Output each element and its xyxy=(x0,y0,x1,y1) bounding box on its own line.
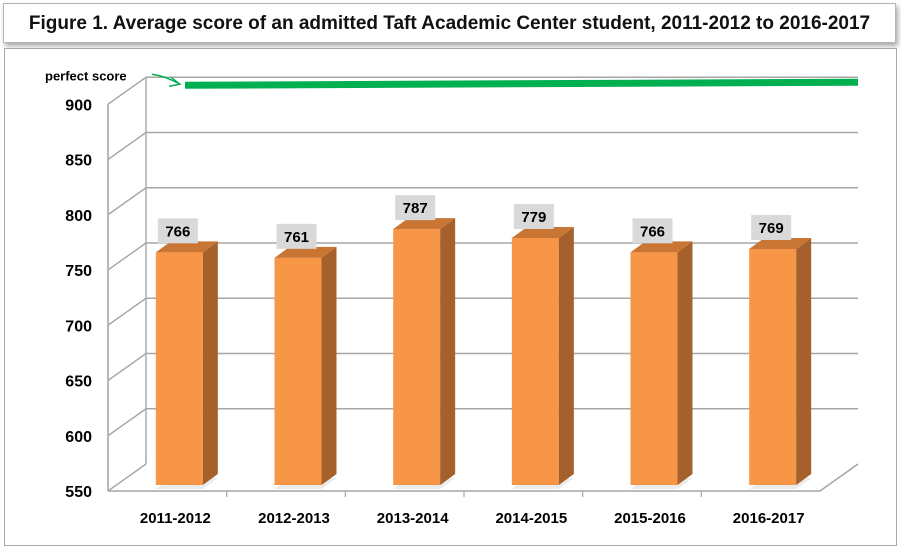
bar xyxy=(274,257,322,485)
data-label: 766 xyxy=(165,223,190,240)
floor-edge xyxy=(108,463,859,492)
bar xyxy=(511,237,559,485)
bar-top xyxy=(274,246,337,258)
gridline xyxy=(107,131,858,161)
data-label-box xyxy=(157,218,198,244)
y-tick-label: 650 xyxy=(65,374,92,391)
bar-top xyxy=(749,238,812,250)
y-tick-label: 600 xyxy=(65,429,92,446)
data-label-box xyxy=(395,195,436,221)
gridline xyxy=(107,408,858,437)
y-tick-label: 750 xyxy=(65,263,92,280)
gridlines xyxy=(107,76,859,497)
data-label: 779 xyxy=(521,209,546,226)
bar-side xyxy=(677,241,693,485)
x-category-label: 2016-2017 xyxy=(733,510,805,527)
reference-line-group: perfect score xyxy=(45,68,859,89)
chart-title: Figure 1. Average score of an admitted T… xyxy=(28,13,871,34)
data-label: 766 xyxy=(640,223,665,240)
y-tick-label: 850 xyxy=(65,153,92,170)
bar xyxy=(630,252,678,485)
reference-label: perfect score xyxy=(45,68,127,83)
x-category-label: 2013-2014 xyxy=(377,510,449,527)
data-labels: 766 761 787 779 766 769 xyxy=(157,195,792,249)
x-category-label: 2011-2012 xyxy=(140,510,211,527)
bar xyxy=(749,249,797,485)
y-tick-label: 700 xyxy=(65,318,92,335)
reference-arrow xyxy=(151,73,181,85)
data-label-box xyxy=(276,223,317,249)
bars xyxy=(155,218,812,489)
bar xyxy=(393,229,441,485)
data-label-box xyxy=(632,218,673,244)
data-label-box xyxy=(751,215,792,241)
category-labels: 2011-2012 2012-2013 2013-2014 2014-2015 2015… xyxy=(140,510,805,527)
reference-arrowhead xyxy=(168,76,182,87)
data-label: 761 xyxy=(284,229,309,246)
gridline xyxy=(107,352,858,382)
gridline xyxy=(107,297,858,326)
data-label: 769 xyxy=(759,220,784,237)
y-tick-label: 800 xyxy=(65,208,92,225)
bar-top xyxy=(630,241,693,253)
bar-side xyxy=(440,218,456,486)
bar-side xyxy=(796,238,812,485)
x-category-label: 2014-2015 xyxy=(495,510,567,527)
y-tick-label: 550 xyxy=(65,484,92,501)
bar-side xyxy=(202,241,218,485)
bar-top xyxy=(511,226,574,238)
y-tick-label: 900 xyxy=(65,97,92,114)
bar-top xyxy=(393,218,456,230)
y-axis: 550 600 650 700 750 800 850 900 xyxy=(65,77,147,501)
x-category-label: 2012-2013 xyxy=(258,510,330,527)
bar-side xyxy=(558,226,574,485)
gridline xyxy=(107,187,858,216)
data-label: 787 xyxy=(403,200,428,217)
chart-title-box: Figure 1. Average score of an admitted T… xyxy=(3,3,896,43)
gridline xyxy=(107,463,147,492)
gridline xyxy=(107,242,858,271)
bar-top xyxy=(155,241,218,253)
bar xyxy=(155,252,203,485)
x-category-label: 2015-2016 xyxy=(614,510,686,527)
bar-side xyxy=(321,246,337,485)
data-label-box xyxy=(513,203,554,229)
reference-line xyxy=(184,78,859,89)
